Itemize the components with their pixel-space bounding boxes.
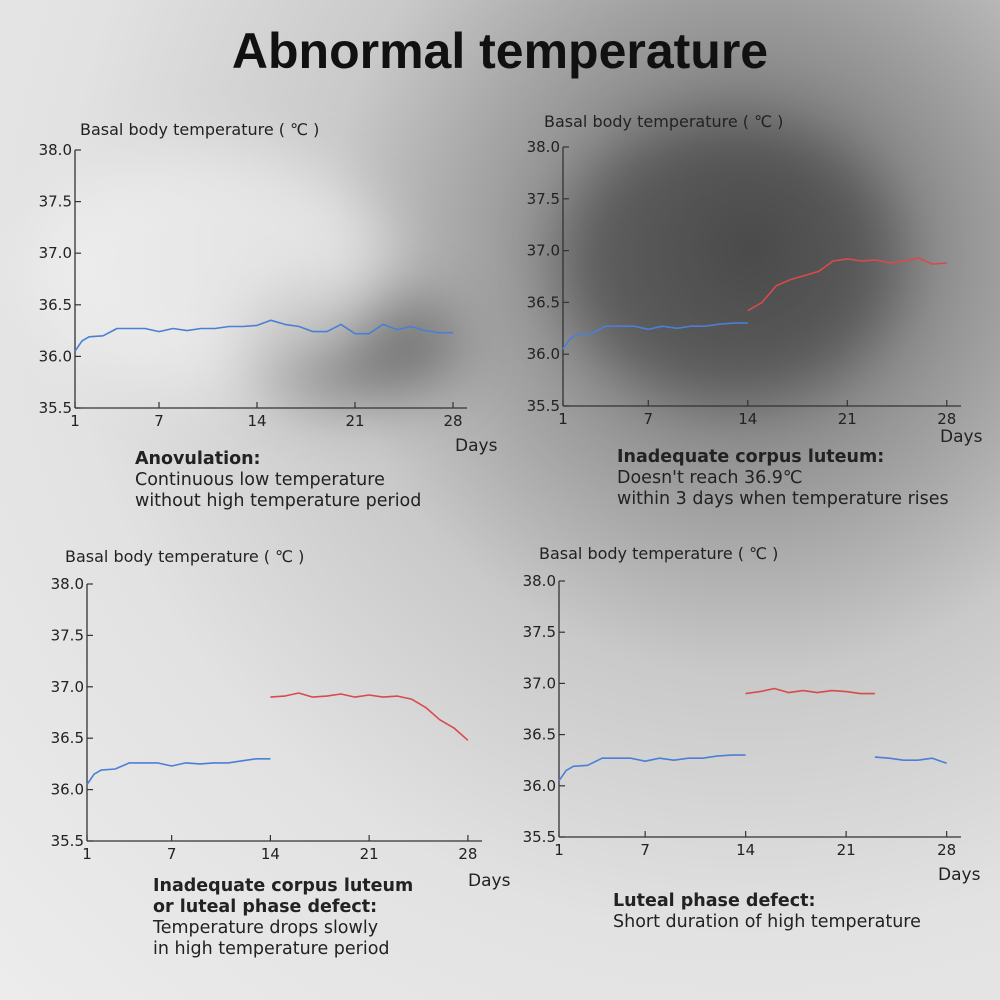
y-tick-label: 38.0 xyxy=(39,141,72,159)
x-axis-label: Days xyxy=(940,427,983,447)
caption-head: Inadequate corpus luteum: xyxy=(617,447,885,467)
chart-panel-inadequate-corpus-luteum: Basal body temperature ( ℃ ) 35.5 36.0 36.5… xyxy=(500,0,1000,509)
x-tick-label: 7 xyxy=(154,412,164,430)
x-tick-label: 1 xyxy=(82,845,92,863)
x-tick-label: 7 xyxy=(644,410,654,428)
x-tick-label: 7 xyxy=(640,841,650,859)
chart-luteal-phase-defect: Basal body temperature ( ℃ ) 35.5 36.0 36.5… xyxy=(523,544,981,885)
caption-head: Inadequate corpus luteum xyxy=(153,876,414,896)
y-tick-label: 38.0 xyxy=(527,138,560,156)
y-tick-label: 35.5 xyxy=(39,399,72,417)
y-tick-label: 38.0 xyxy=(51,575,84,593)
caption-head: or luteal phase defect: xyxy=(153,897,378,917)
x-tick-label: 14 xyxy=(247,412,266,430)
x-tick-label: 28 xyxy=(937,410,956,428)
y-tick-label: 36.5 xyxy=(39,296,72,314)
x-tick-label: 1 xyxy=(554,841,564,859)
y-tick-label: 35.5 xyxy=(51,832,84,850)
series-line-high xyxy=(747,257,947,312)
y-axis-label: Basal body temperature ( ℃ ) xyxy=(80,120,319,139)
y-tick-label: 36.0 xyxy=(527,345,560,363)
x-axis-label: Days xyxy=(938,865,981,885)
caption-line: without high temperature period xyxy=(135,491,422,511)
y-tick-label: 36.0 xyxy=(51,781,84,799)
series-line-low xyxy=(86,757,271,785)
page-title: Abnormal temperature xyxy=(231,23,769,79)
caption-line: Short duration of high temperature xyxy=(613,912,921,932)
caption-anovulation: Anovulation: Continuous low temperature … xyxy=(135,449,421,512)
caption-line: Temperature drops slowly xyxy=(153,918,379,938)
y-tick-label: 37.0 xyxy=(39,244,72,262)
y-tick-label: 36.5 xyxy=(527,293,560,311)
y-tick-label: 36.0 xyxy=(39,347,72,365)
series-line-low2 xyxy=(874,756,947,765)
series-line-high xyxy=(270,692,469,741)
caption-head: Anovulation: xyxy=(135,449,261,469)
x-tick-label: 1 xyxy=(558,410,568,428)
caption-line: within 3 days when temperature rises xyxy=(617,489,949,509)
chart-drops-slowly: Basal body temperature ( ℃ ) 35.5 36.0 36.5… xyxy=(51,547,511,891)
series-line-low xyxy=(562,322,748,350)
y-tick-label: 35.5 xyxy=(523,828,556,846)
x-tick-label: 28 xyxy=(458,845,477,863)
caption-drops-slowly: Inadequate corpus luteum or luteal phase… xyxy=(153,876,413,960)
chart-panel-anovulation: Basal body temperature ( ℃ ) 35.5 36.0 36.5… xyxy=(0,0,500,511)
y-tick-label: 36.0 xyxy=(523,777,556,795)
y-tick-label: 35.5 xyxy=(527,397,560,415)
y-axis-label: Basal body temperature ( ℃ ) xyxy=(539,544,778,563)
y-tick-label: 37.5 xyxy=(527,190,560,208)
series-line-high xyxy=(745,687,875,695)
y-axis-label: Basal body temperature ( ℃ ) xyxy=(65,547,304,566)
y-tick-label: 37.0 xyxy=(527,242,560,260)
x-tick-label: 14 xyxy=(738,410,757,428)
caption-line: Continuous low temperature xyxy=(135,470,385,490)
x-tick-label: 14 xyxy=(736,841,755,859)
x-tick-label: 28 xyxy=(443,412,462,430)
caption-head: Luteal phase defect: xyxy=(613,891,816,911)
x-tick-label: 28 xyxy=(937,841,956,859)
y-tick-label: 37.0 xyxy=(51,678,84,696)
series-line-low xyxy=(558,754,746,782)
x-tick-label: 14 xyxy=(261,845,280,863)
y-tick-label: 37.5 xyxy=(39,193,72,211)
series-line-low xyxy=(74,319,453,352)
chart-inadequate-corpus-luteum: Basal body temperature ( ℃ ) 35.5 36.0 36.5… xyxy=(527,112,983,447)
y-tick-label: 37.5 xyxy=(51,626,84,644)
y-tick-label: 38.0 xyxy=(523,572,556,590)
y-tick-label: 36.5 xyxy=(523,726,556,744)
x-tick-label: 7 xyxy=(167,845,177,863)
chart-panel-drops-slowly: Basal body temperature ( ℃ ) 35.5 36.0 36.5… xyxy=(0,500,511,1000)
caption-line: in high temperature period xyxy=(153,939,390,959)
x-tick-label: 21 xyxy=(837,841,856,859)
x-tick-label: 21 xyxy=(345,412,364,430)
y-axis-label: Basal body temperature ( ℃ ) xyxy=(544,112,783,131)
y-tick-label: 37.0 xyxy=(523,674,556,692)
chart-anovulation: Basal body temperature ( ℃ ) 35.5 36.0 36.5… xyxy=(39,120,498,456)
caption-line: Doesn't reach 36.9℃ xyxy=(617,468,803,488)
y-tick-label: 36.5 xyxy=(51,729,84,747)
caption-luteal-phase-defect: Luteal phase defect: Short duration of h… xyxy=(613,891,921,933)
caption-inadequate-corpus-luteum: Inadequate corpus luteum: Doesn't reach … xyxy=(617,447,949,510)
y-tick-label: 37.5 xyxy=(523,623,556,641)
x-axis-label: Days xyxy=(468,871,511,891)
x-tick-label: 21 xyxy=(838,410,857,428)
x-tick-label: 21 xyxy=(360,845,379,863)
x-tick-label: 1 xyxy=(70,412,80,430)
chart-panel-luteal-phase-defect: Basal body temperature ( ℃ ) 35.5 36.0 36.5… xyxy=(500,500,1000,1000)
x-axis-label: Days xyxy=(455,436,498,456)
